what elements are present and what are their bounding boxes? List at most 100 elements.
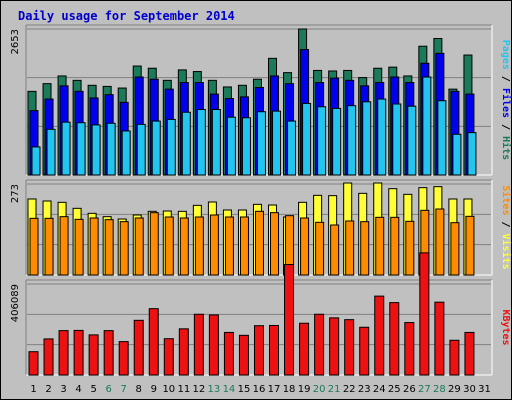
- x-tick-label: 16: [253, 384, 266, 395]
- sites-bar: [164, 216, 174, 276]
- kbytes-bar: [223, 331, 234, 376]
- legend-pages: Pages: [500, 40, 511, 70]
- pages-bar: [467, 132, 477, 176]
- kbytes-bar: [329, 317, 340, 376]
- sites-bar: [390, 216, 400, 276]
- sites-bar: [360, 221, 370, 276]
- pages-bar: [362, 101, 372, 176]
- pages-bar: [437, 100, 447, 176]
- kbytes-bar: [449, 339, 460, 376]
- kbytes-bar: [58, 330, 69, 376]
- kbytes-bar: [464, 331, 475, 376]
- sites-bar: [194, 216, 204, 276]
- sites-bar: [149, 212, 159, 276]
- kbytes-bar: [344, 319, 355, 376]
- pages-bar: [166, 118, 176, 176]
- sites-bar: [315, 221, 325, 276]
- pages-bar: [46, 128, 56, 176]
- x-tick-label: 12: [193, 384, 206, 395]
- y-max-label-visits-sites: 273: [10, 184, 21, 203]
- pages-bar: [226, 116, 236, 176]
- sites-bar: [450, 222, 460, 276]
- pages-bar: [332, 107, 342, 176]
- x-tick-label: 24: [373, 384, 386, 395]
- pages-bar: [31, 146, 41, 176]
- x-tick-label: 13: [208, 384, 221, 395]
- kbytes-bar: [118, 341, 129, 376]
- pages-bar: [211, 109, 221, 176]
- kbytes-bar: [269, 324, 280, 376]
- sites-bar: [254, 210, 264, 276]
- pages-bar: [106, 122, 116, 176]
- sites-bar: [104, 219, 114, 276]
- kbytes-bar: [253, 325, 264, 376]
- sites-bar: [29, 217, 39, 276]
- x-tick-label: 27: [418, 384, 431, 395]
- legend-panel-3: KBytes: [500, 309, 511, 345]
- pages-bar: [76, 122, 86, 176]
- x-tick-label: 11: [177, 384, 190, 395]
- pages-bar: [241, 117, 251, 176]
- x-tick-label: 25: [388, 384, 401, 395]
- x-tick-label: 8: [136, 384, 142, 395]
- kbytes-bar: [103, 330, 114, 376]
- pages-bar: [377, 98, 387, 176]
- kbytes-bar: [43, 338, 54, 376]
- pages-bar: [196, 109, 206, 176]
- legend-kbytes: KBytes: [500, 309, 511, 345]
- kbytes-bar: [163, 338, 174, 376]
- x-tick-label: 21: [328, 384, 341, 395]
- pages-bar: [121, 130, 131, 176]
- sites-bar: [239, 216, 249, 276]
- x-tick-label: 7: [121, 384, 127, 395]
- pages-bar: [392, 103, 402, 176]
- pages-bar: [317, 106, 327, 176]
- x-tick-label: 28: [433, 384, 446, 395]
- kbytes-bar: [359, 326, 370, 376]
- legend-sep: /: [500, 70, 511, 88]
- x-tick-label: 23: [358, 384, 371, 395]
- kbytes-bar: [133, 319, 144, 376]
- pages-bar: [422, 76, 432, 176]
- kbytes-bar: [374, 295, 385, 376]
- pages-bar: [452, 133, 462, 176]
- kbytes-bar: [178, 328, 189, 376]
- pages-bar: [61, 121, 71, 176]
- x-tick-label: 3: [60, 384, 66, 395]
- sites-bar: [435, 208, 445, 276]
- legend-sep: /: [500, 118, 511, 136]
- x-tick-label: 19: [298, 384, 311, 395]
- pages-bar: [302, 102, 312, 176]
- chart-title: Daily usage for September 2014: [18, 9, 235, 23]
- sites-bar: [119, 221, 129, 276]
- kbytes-bar: [404, 322, 415, 376]
- x-tick-label: 6: [105, 384, 111, 395]
- kbytes-bar: [314, 313, 325, 376]
- pages-bar: [151, 120, 161, 176]
- sites-bar: [134, 217, 144, 276]
- legend-sep: /: [500, 215, 511, 233]
- x-tick-label: 18: [283, 384, 296, 395]
- kbytes-bar: [389, 302, 400, 376]
- kbytes-bar: [299, 322, 310, 376]
- kbytes-bar: [73, 329, 84, 376]
- sites-bar: [59, 216, 69, 276]
- kbytes-bar: [238, 334, 249, 376]
- x-tick-label: 17: [268, 384, 281, 395]
- kbytes-bar: [284, 264, 295, 376]
- sites-bar: [89, 217, 99, 276]
- legend-sites: Sites: [500, 185, 512, 215]
- kbytes-bar: [419, 252, 430, 376]
- x-tick-label: 26: [403, 384, 416, 395]
- x-tick-label: 2: [45, 384, 51, 395]
- x-tick-label: 14: [223, 384, 236, 395]
- x-tick-label: 10: [162, 384, 175, 395]
- x-tick-label: 30: [463, 384, 476, 395]
- pages-bar: [181, 111, 191, 176]
- x-tick-label: 22: [343, 384, 356, 395]
- sites-bar: [44, 217, 54, 276]
- x-tick-label: 29: [448, 384, 461, 395]
- pages-bar: [272, 110, 282, 176]
- sites-bar: [74, 218, 84, 276]
